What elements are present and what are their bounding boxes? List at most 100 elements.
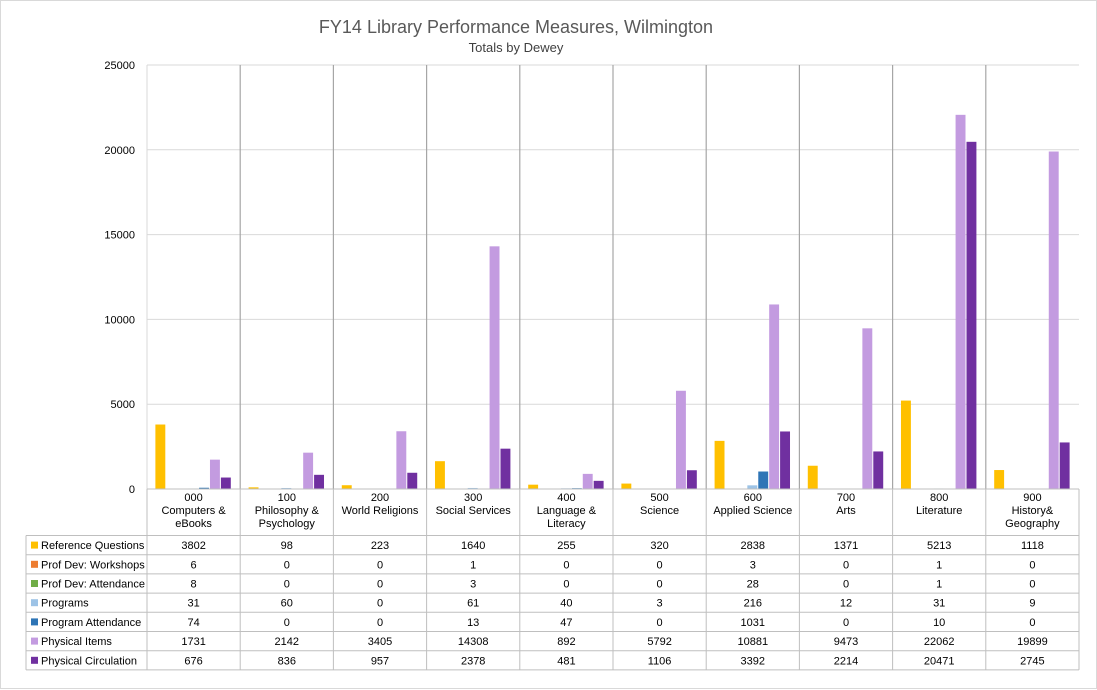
data-label: 3 (470, 579, 476, 591)
category-label: Philosophy & (255, 505, 320, 517)
data-label: 0 (284, 617, 290, 629)
bar (314, 475, 324, 489)
bar (594, 481, 604, 489)
data-label: 5213 (927, 540, 951, 552)
legend-key (31, 561, 38, 568)
bar (873, 451, 883, 489)
series-label: Prof Dev: Workshops (41, 559, 145, 571)
bar (1049, 152, 1059, 489)
data-label: 0 (284, 579, 290, 591)
data-label: 6 (191, 559, 197, 571)
data-label: 0 (657, 579, 663, 591)
data-label: 2214 (834, 655, 858, 667)
data-label: 320 (650, 540, 668, 552)
y-tick-label: 20000 (104, 145, 135, 157)
bar (808, 466, 818, 489)
series-label: Program Attendance (41, 617, 141, 629)
data-label: 10881 (738, 636, 769, 648)
data-label: 0 (1029, 579, 1035, 591)
data-label: 0 (377, 579, 383, 591)
data-label: 61 (467, 598, 479, 610)
data-label: 0 (657, 617, 663, 629)
data-label: 0 (843, 559, 849, 571)
data-label: 3 (657, 598, 663, 610)
legend-key (31, 542, 38, 549)
chart-title: FY14 Library Performance Measures, Wilmi… (319, 17, 713, 37)
data-label: 31 (187, 598, 199, 610)
bar (994, 470, 1004, 489)
data-label: 0 (377, 617, 383, 629)
category-label: World Religions (342, 505, 419, 517)
data-label: 19899 (1017, 636, 1048, 648)
data-label: 8 (191, 579, 197, 591)
data-label: 1731 (181, 636, 205, 648)
chart-subtitle: Totals by Dewey (469, 40, 564, 55)
y-tick-label: 15000 (104, 230, 135, 242)
data-label: 20471 (924, 655, 955, 667)
data-label: 676 (184, 655, 202, 667)
data-label: 13 (467, 617, 479, 629)
category-label: 800 (930, 492, 948, 504)
bar (966, 142, 976, 489)
category-label: Literacy (547, 518, 586, 530)
bar (500, 449, 510, 489)
data-label: 3405 (368, 636, 392, 648)
data-label: 0 (843, 579, 849, 591)
data-label: 0 (284, 559, 290, 571)
category-label: Literature (916, 505, 962, 517)
y-tick-label: 25000 (104, 60, 135, 72)
data-label: 255 (557, 540, 575, 552)
category-label: Arts (836, 505, 856, 517)
bar (435, 461, 445, 489)
category-label: Applied Science (713, 505, 792, 517)
bar (303, 453, 313, 489)
category-label: Social Services (436, 505, 512, 517)
bar (396, 431, 406, 489)
bar (715, 441, 725, 489)
category-label: 900 (1023, 492, 1041, 504)
data-label: 1 (470, 559, 476, 571)
data-label: 47 (560, 617, 572, 629)
series-label: Prof Dev: Attendance (41, 579, 145, 591)
data-label: 957 (371, 655, 389, 667)
bar (687, 470, 697, 489)
bar (862, 328, 872, 489)
legend-key (31, 638, 38, 645)
data-label: 14308 (458, 636, 489, 648)
bar (583, 474, 593, 489)
data-label: 1371 (834, 540, 858, 552)
data-label: 1640 (461, 540, 485, 552)
bar (621, 484, 631, 489)
data-label: 9 (1029, 598, 1035, 610)
data-label: 2378 (461, 655, 485, 667)
bar (407, 473, 417, 489)
series-label: Programs (41, 598, 89, 610)
data-label: 3802 (181, 540, 205, 552)
data-label: 2745 (1020, 655, 1044, 667)
data-label: 98 (281, 540, 293, 552)
bar (490, 246, 500, 489)
y-tick-label: 0 (129, 484, 135, 496)
data-label: 9473 (834, 636, 858, 648)
data-label: 22062 (924, 636, 955, 648)
category-label: eBooks (175, 518, 212, 530)
bar (676, 391, 686, 489)
data-label: 31 (933, 598, 945, 610)
data-label: 892 (557, 636, 575, 648)
data-label: 0 (657, 559, 663, 571)
data-label: 10 (933, 617, 945, 629)
bar (780, 431, 790, 489)
data-label: 481 (557, 655, 575, 667)
bar (758, 472, 768, 489)
category-label: 100 (278, 492, 296, 504)
data-label: 74 (187, 617, 199, 629)
bar (901, 401, 911, 489)
data-label: 28 (747, 579, 759, 591)
data-label: 0 (843, 617, 849, 629)
data-label: 1106 (648, 655, 672, 667)
category-label: Psychology (259, 518, 316, 530)
data-label: 2838 (741, 540, 765, 552)
data-label: 1118 (1021, 540, 1044, 552)
